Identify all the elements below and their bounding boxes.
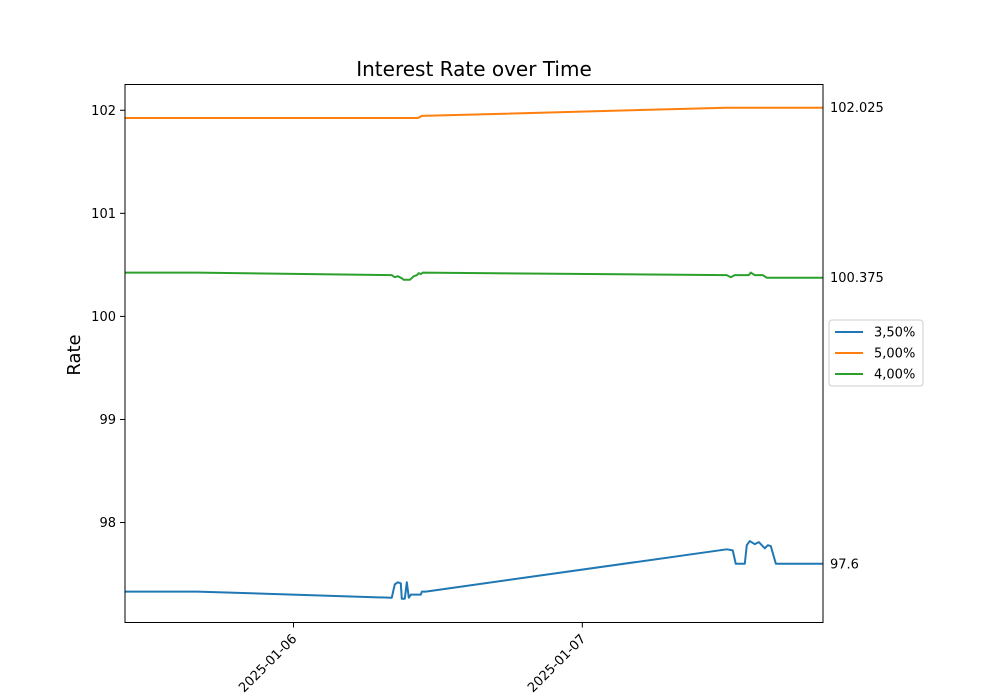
y-axis: 98 99 100 101 102 xyxy=(91,104,125,531)
legend-box xyxy=(828,319,924,387)
legend-label: 3,50% xyxy=(874,326,915,341)
end-value-label: 100.375 xyxy=(830,271,884,286)
plot-frame xyxy=(124,84,824,623)
series-line-1 xyxy=(125,106,823,119)
chart-title: Interest Rate over Time xyxy=(356,57,592,81)
x-tick-label: 2025-01-06 xyxy=(236,632,300,696)
series-layer xyxy=(125,106,823,600)
end-value-label: 97.6 xyxy=(830,557,859,572)
legend-label: 5,00% xyxy=(874,347,915,362)
y-axis-label: Rate xyxy=(64,334,85,375)
series-line-0 xyxy=(125,540,823,600)
end-labels: 97.6 102.025 100.375 xyxy=(830,101,884,572)
y-tick-label: 101 xyxy=(91,207,116,222)
x-tick-label: 2025-01-07 xyxy=(525,632,589,696)
end-value-label: 102.025 xyxy=(830,101,884,116)
y-tick-label: 99 xyxy=(99,413,116,428)
legend: 3,50% 5,00% 4,00% xyxy=(828,319,924,387)
series-line-2 xyxy=(125,271,823,281)
y-tick-label: 98 xyxy=(99,516,116,531)
x-axis: 2025-01-06 2025-01-07 xyxy=(236,622,589,696)
y-tick-label: 102 xyxy=(91,104,116,119)
legend-label: 4,00% xyxy=(874,368,915,383)
y-tick-label: 100 xyxy=(91,310,116,325)
